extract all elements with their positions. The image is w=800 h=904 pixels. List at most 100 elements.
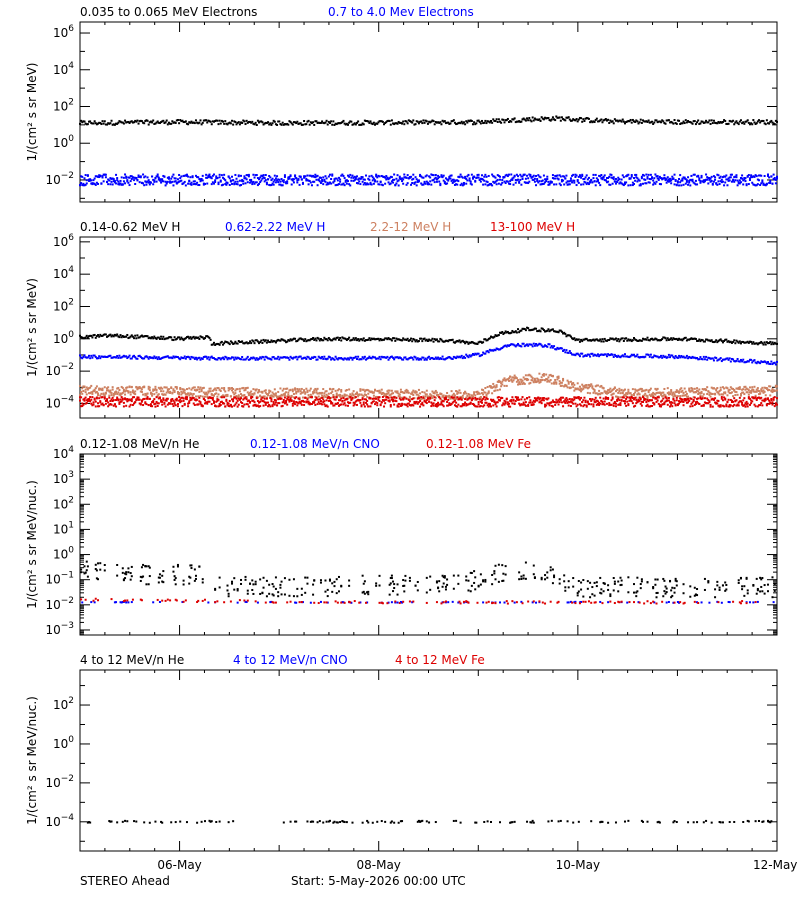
data-point [738,123,740,125]
data-point [614,181,616,183]
data-point [438,176,440,178]
data-point [159,338,161,340]
data-point [117,391,119,393]
data-point [303,401,305,403]
data-point [274,121,276,123]
data-point [597,180,599,182]
data-point [202,175,204,177]
data-point [373,183,375,185]
data-point [711,119,713,121]
data-point [422,119,424,121]
data-point [660,183,662,185]
data-point [93,401,95,403]
data-point [376,181,378,183]
data-point [633,354,635,356]
data-point [256,181,258,183]
data-point [165,184,167,186]
data-point [776,343,778,345]
data-point [451,174,453,176]
data-point [577,120,579,122]
data-point [621,179,623,181]
data-point [261,342,263,344]
data-point [616,389,618,391]
data-point [374,180,376,182]
data-point [318,338,320,340]
data-point [313,392,315,394]
data-point [757,387,759,389]
data-point [156,396,158,398]
data-point [439,184,441,186]
data-point [767,361,769,363]
data-point [550,379,552,381]
data-point [187,183,189,185]
data-point [89,396,91,398]
data-point [724,181,726,183]
data-point [719,394,721,396]
data-point [305,123,307,125]
data-point [739,388,741,390]
data-point [730,361,732,363]
data-point [582,118,584,120]
data-point [299,388,301,390]
data-point [535,328,537,330]
data-point [687,396,689,398]
data-point [412,119,414,121]
data-point [425,396,427,398]
data-point [725,339,727,341]
data-point [699,180,701,182]
data-point [246,398,248,400]
data-point [434,123,436,125]
data-point [391,176,393,178]
data-point [213,174,215,176]
data-point [311,396,313,398]
data-point [622,119,624,121]
data-point [349,174,351,176]
data-point [143,386,145,388]
data-point [517,175,519,177]
data-point [720,357,722,359]
legend-entry: 0.62-2.22 MeV H [225,220,325,234]
data-point [310,388,312,390]
data-point [261,391,263,393]
data-point [129,386,131,388]
data-point [364,356,366,358]
data-point [240,358,242,360]
data-point [211,177,213,179]
data-point [116,333,118,335]
data-point [711,176,713,178]
data-point [180,175,182,177]
data-point [684,388,686,390]
data-point [139,181,141,183]
data-point [284,174,286,176]
data-point [438,340,440,342]
data-point [210,339,212,341]
data-point [768,123,770,125]
data-point [588,354,590,356]
data-point [350,121,352,123]
data-point [523,343,525,345]
data-point [170,178,172,180]
data-point [123,405,125,407]
data-point [382,121,384,123]
data-point [522,178,524,180]
data-point [279,181,281,183]
data-point [578,338,580,340]
data-point [582,183,584,185]
data-point [381,389,383,391]
data-point [105,334,107,336]
data-point [742,388,744,390]
data-point [481,174,483,176]
data-point [319,398,321,400]
data-point [285,391,287,393]
data-point [456,184,458,186]
data-point [230,122,232,124]
data-point [363,401,365,403]
data-point [223,123,225,125]
data-point [402,359,404,361]
data-point [504,176,506,178]
data-point [117,357,119,359]
data-point [124,182,126,184]
data-point [347,124,349,126]
data-point [333,180,335,182]
data-point [321,356,323,358]
